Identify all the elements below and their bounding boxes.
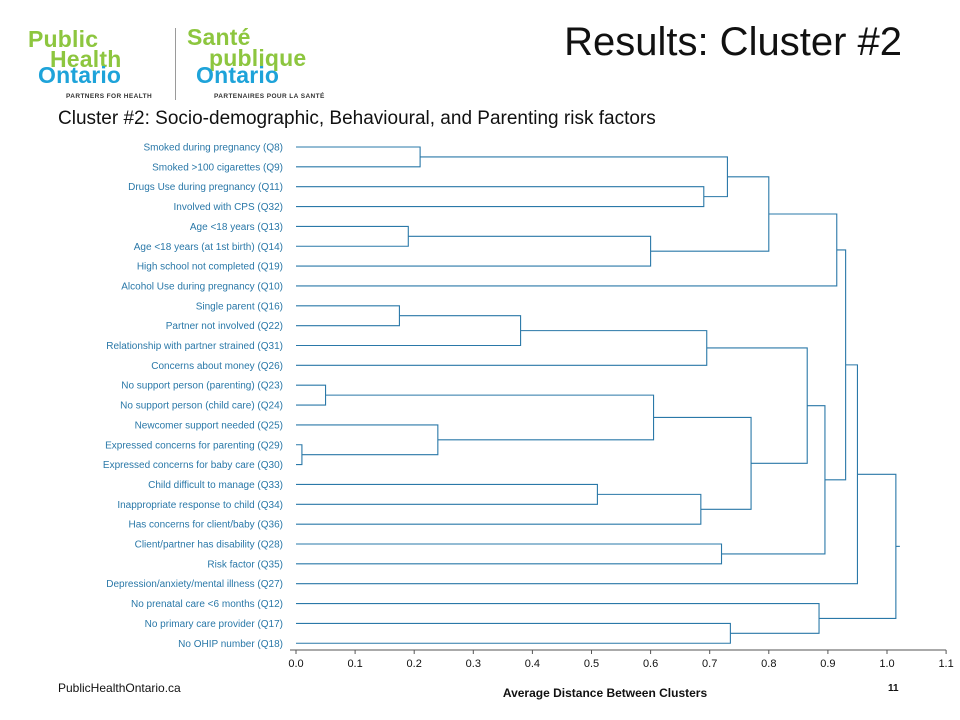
x-axis: 0.0 0.1 0.2 0.3 0.4 0.5 0.6 0.7 0.8 0.9 1.0 1.1 — [288, 649, 954, 670]
leaf-label: Smoked during pregnancy (Q8) — [143, 143, 283, 154]
x-tick-label: 0.5 — [584, 658, 599, 670]
dendrogram-link — [296, 213, 838, 287]
leaf-label: No support person (child care) (Q24) — [120, 401, 283, 412]
logo-en-line1: Public — [28, 26, 99, 52]
dendrogram-link — [296, 235, 652, 267]
x-tick-label: 0.3 — [466, 658, 481, 670]
x-tick-label: 0.6 — [643, 658, 658, 670]
leaf-label: Involved with CPS (Q32) — [174, 202, 284, 213]
x-axis-title: Average Distance Between Clusters — [503, 686, 708, 700]
dendrogram-link — [325, 394, 655, 441]
leaf-label: Partner not involved (Q22) — [166, 321, 283, 332]
dendrogram-link — [296, 424, 439, 456]
logo-en-line3: Ontario — [38, 62, 122, 88]
dendrogram-link — [296, 305, 400, 327]
logo-fr-line1: Santé — [187, 24, 251, 50]
leaf-label: Drugs Use during pregnancy (Q11) — [128, 182, 283, 193]
public-health-ontario-logo: Public Health Ontario PARTNERS FOR HEALT… — [28, 26, 348, 106]
dendrogram-link — [296, 483, 598, 505]
x-tick-label: 1.0 — [879, 658, 894, 670]
leaf-label: Age <18 years (at 1st birth) (Q14) — [134, 242, 283, 253]
dendrogram-links — [296, 146, 900, 644]
leaf-label: Risk factor (Q35) — [207, 559, 283, 570]
leaf-label: Expressed concerns for baby care (Q30) — [103, 460, 283, 471]
leaf-label: Has concerns for client/baby (Q36) — [128, 520, 283, 531]
leaf-label: No OHIP number (Q18) — [178, 639, 283, 650]
logo-fr-line2: publique — [209, 45, 307, 71]
x-tick-label: 0.1 — [347, 658, 362, 670]
dendrogram-link — [296, 364, 858, 585]
leaf-label: High school not completed (Q19) — [137, 262, 283, 273]
slide-title: Results: Cluster #2 — [564, 20, 902, 64]
x-tick-label: 0.7 — [702, 658, 717, 670]
leaf-label: No prenatal care <6 months (Q12) — [131, 599, 283, 610]
leaf-label: Alcohol Use during pregnancy (Q10) — [121, 281, 283, 292]
leaf-label: No primary care provider (Q17) — [145, 619, 283, 630]
leaf-label: Inappropriate response to child (Q34) — [117, 500, 283, 511]
logo-fr-tagline: PARTENAIRES POUR LA SANTÉ — [214, 93, 325, 100]
leaf-label: Age <18 years (Q13) — [190, 222, 283, 233]
leaf-label: Relationship with partner strained (Q31) — [106, 341, 283, 352]
dendrogram-link — [824, 249, 847, 481]
dendrogram-link — [650, 176, 770, 252]
x-tick-label: 1.1 — [938, 658, 953, 670]
dendrogram-link — [296, 225, 409, 247]
leaf-label: Smoked >100 cigarettes (Q9) — [152, 162, 283, 173]
leaf-label: Single parent (Q16) — [196, 301, 283, 312]
leaf-label: No support person (parenting) (Q23) — [121, 381, 283, 392]
x-tick-label: 0.2 — [407, 658, 422, 670]
leaf-label: Client/partner has disability (Q28) — [135, 540, 283, 551]
dendrogram-link — [296, 603, 820, 634]
dendrogram-link — [296, 622, 731, 644]
leaf-label: Child difficult to manage (Q33) — [148, 480, 283, 491]
dendrogram-link — [706, 347, 808, 464]
x-tick-label: 0.0 — [288, 658, 303, 670]
dendrogram-link — [296, 315, 522, 347]
x-tick-label: 0.8 — [761, 658, 776, 670]
dendrogram-link — [653, 416, 752, 510]
dendrogram-link — [721, 405, 826, 555]
leaf-label: Depression/anxiety/mental illness (Q27) — [106, 579, 283, 590]
logo-divider — [175, 28, 176, 100]
dendrogram-link — [296, 330, 708, 366]
logo-en-tagline: PARTNERS FOR HEALTH — [66, 93, 153, 100]
x-tick-label: 0.4 — [525, 658, 540, 670]
logo-fr-line3: Ontario — [196, 62, 280, 88]
x-tick-label: 0.9 — [820, 658, 835, 670]
leaf-label: Expressed concerns for parenting (Q29) — [105, 440, 283, 451]
dendrogram-link — [296, 146, 421, 168]
dendrogram-link — [296, 444, 303, 466]
page-number: 11 — [888, 683, 899, 694]
chart-title: Cluster #2: Socio-demographic, Behaviour… — [58, 108, 656, 129]
dendrogram-link — [296, 384, 327, 406]
logo-en-line2: Health — [50, 46, 122, 72]
dendrogram-link — [296, 493, 702, 525]
dendrogram-link — [420, 156, 728, 198]
dendrogram-link — [296, 543, 723, 565]
dendrogram-link — [296, 186, 705, 208]
leaf-labels: Smoked during pregnancy (Q8) Smoked >100 … — [103, 143, 283, 650]
footer-website: PublicHealthOntario.ca — [58, 681, 181, 695]
leaf-label: Concerns about money (Q26) — [151, 361, 283, 372]
leaf-label: Newcomer support needed (Q25) — [135, 420, 283, 431]
